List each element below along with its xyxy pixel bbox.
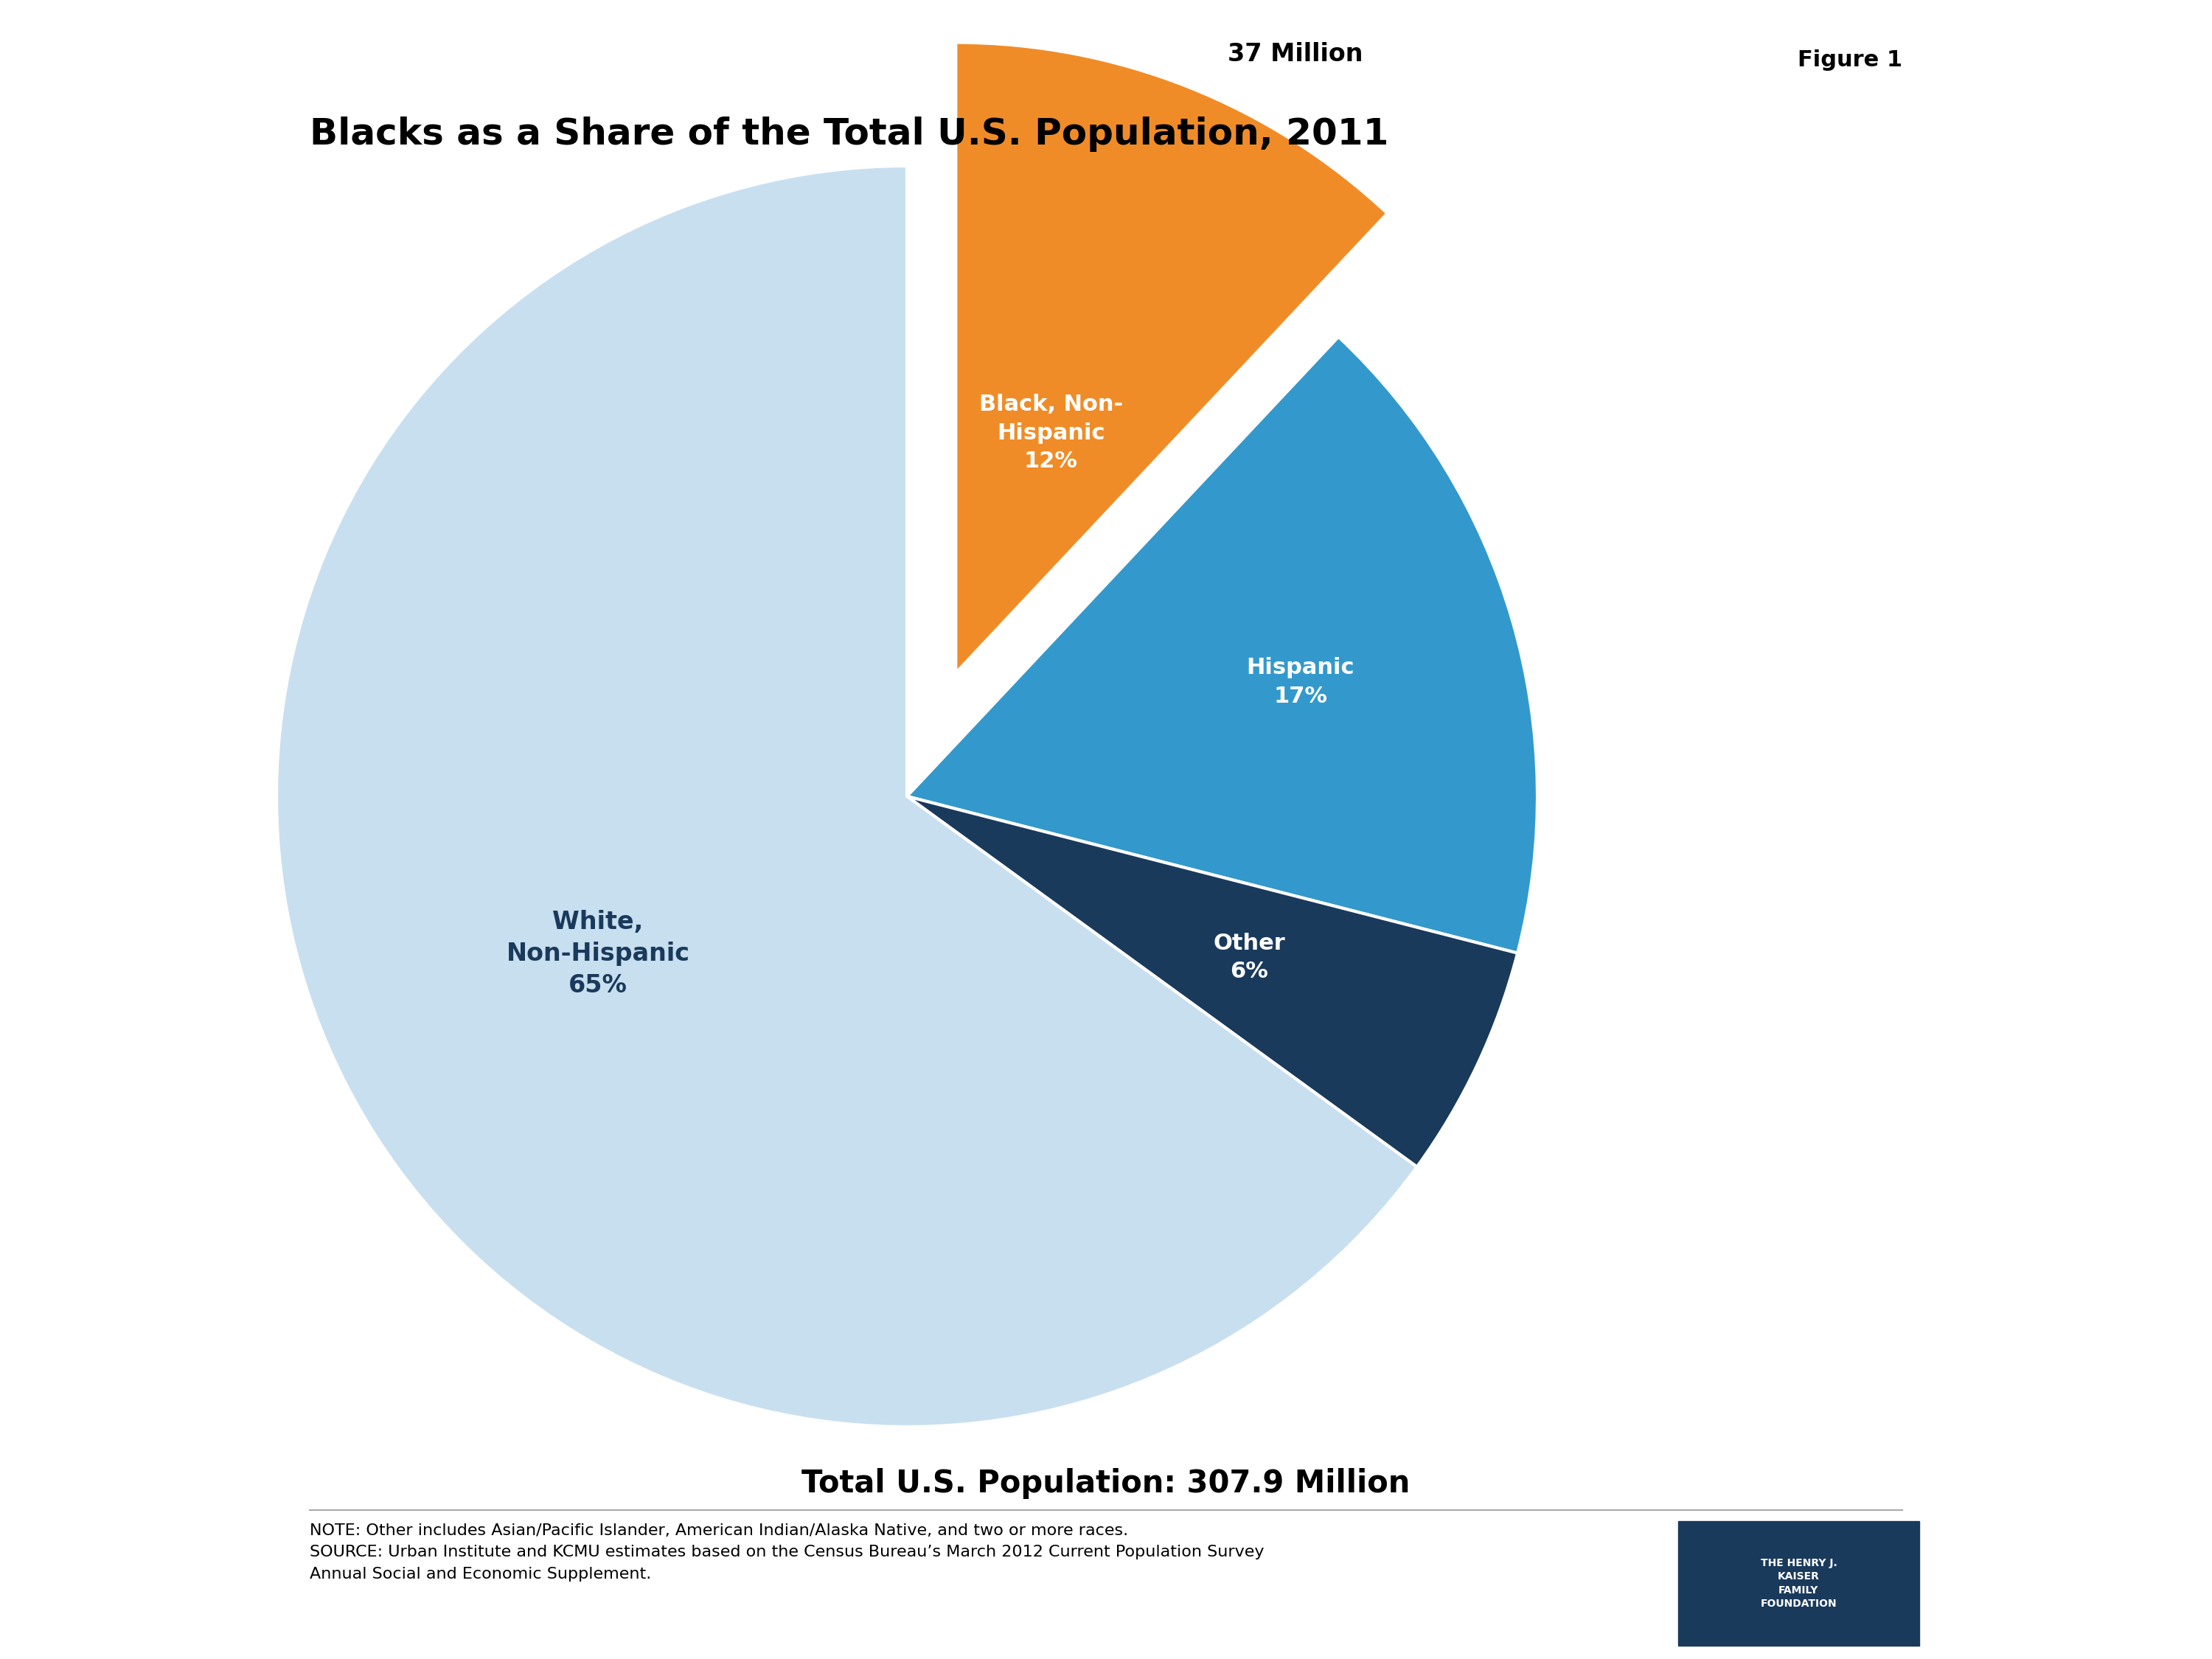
Text: 37 Million: 37 Million: [1228, 41, 1363, 66]
Text: Black, Non-
Hispanic
12%: Black, Non- Hispanic 12%: [980, 395, 1124, 471]
Wedge shape: [907, 796, 1517, 1166]
Wedge shape: [276, 166, 1418, 1427]
Text: Figure 1: Figure 1: [1798, 50, 1902, 71]
Text: Other
6%: Other 6%: [1212, 932, 1285, 982]
Text: Total U.S. Population: 307.9 Million: Total U.S. Population: 307.9 Million: [801, 1468, 1411, 1500]
Text: THE HENRY J.
KAISER
FAMILY
FOUNDATION: THE HENRY J. KAISER FAMILY FOUNDATION: [1761, 1558, 1836, 1609]
FancyBboxPatch shape: [1679, 1521, 1918, 1646]
Wedge shape: [907, 337, 1537, 954]
Text: Blacks as a Share of the Total U.S. Population, 2011: Blacks as a Share of the Total U.S. Popu…: [310, 116, 1389, 151]
Text: NOTE: Other includes Asian/Pacific Islander, American Indian/Alaska Native, and : NOTE: Other includes Asian/Pacific Islan…: [310, 1523, 1265, 1581]
Text: Hispanic
17%: Hispanic 17%: [1245, 657, 1354, 707]
Text: White,
Non-Hispanic
65%: White, Non-Hispanic 65%: [507, 909, 690, 999]
Wedge shape: [956, 43, 1387, 674]
